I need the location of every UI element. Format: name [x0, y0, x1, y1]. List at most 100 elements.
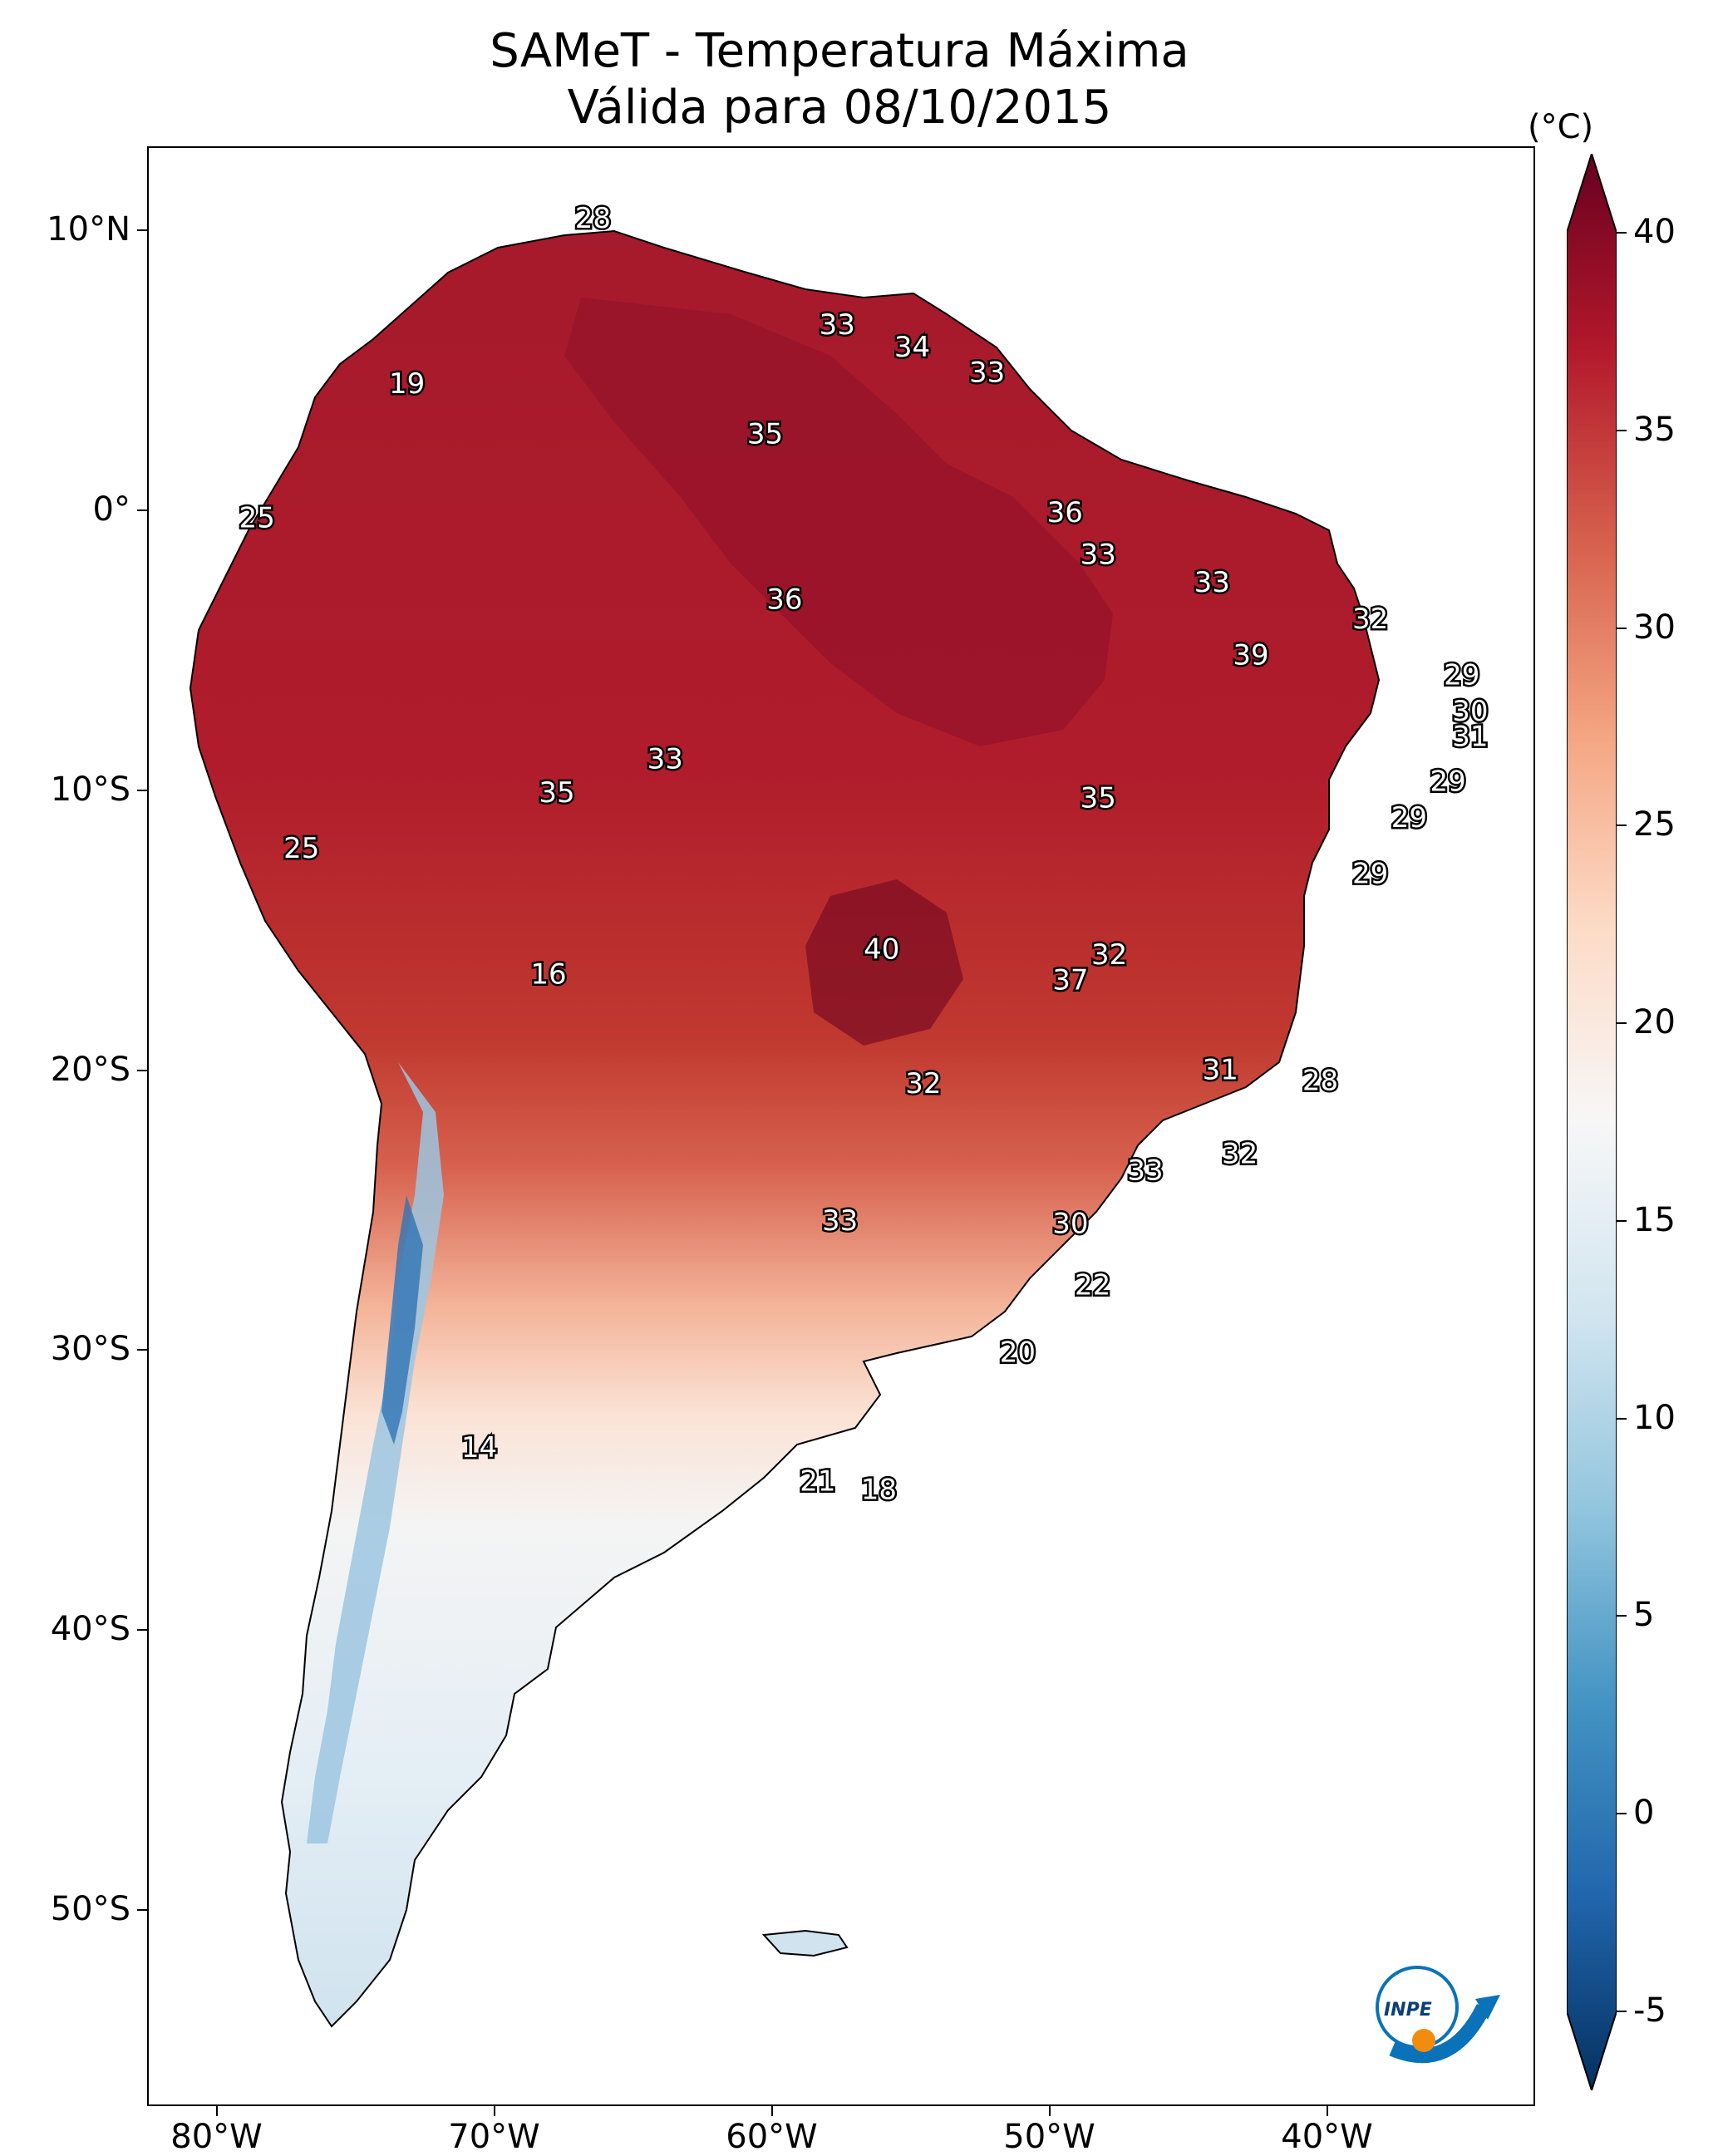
colorbar-tick-label: -5: [1633, 1991, 1666, 2030]
city-temperature-label: 18: [861, 1474, 897, 1507]
city-temperature-label: 29: [1444, 658, 1479, 692]
latitude-tick-mark: [137, 789, 147, 791]
city-temperature-label: 37: [1052, 963, 1088, 997]
city-temperature-label: 33: [822, 1204, 858, 1238]
title-line-2: Válida para 08/10/2015: [567, 81, 1112, 135]
colorbar-tick-label: 10: [1633, 1398, 1676, 1437]
colorbar-tick-label: 15: [1633, 1200, 1676, 1239]
city-temperature-label: 33: [820, 308, 855, 342]
city-temperature-label: 25: [239, 502, 275, 535]
latitude-tick-mark: [137, 1909, 147, 1912]
colorbar-tick-mark: [1617, 2011, 1627, 2012]
city-temperature-label: 21: [800, 1464, 835, 1498]
city-temperature-label: 35: [1081, 782, 1116, 815]
colorbar-tick-mark: [1617, 1219, 1627, 1222]
latitude-tick-label: 40°S: [50, 1610, 130, 1649]
longitude-tick-mark: [215, 2106, 218, 2116]
colorbar-tick-label: 35: [1633, 410, 1676, 449]
city-temperature-label: 33: [647, 742, 683, 775]
city-temperature-label: 28: [575, 202, 611, 235]
longitude-tick-label: 70°W: [448, 2118, 540, 2156]
logo-text: INPE: [1384, 2000, 1432, 2021]
latitude-tick-label: 20°S: [50, 1050, 130, 1089]
longitude-tick-label: 50°W: [1003, 2118, 1095, 2156]
colorbar-tick-label: 20: [1633, 1003, 1676, 1042]
colorbar-tick-mark: [1617, 429, 1627, 431]
city-temperature-label: 30: [1052, 1208, 1088, 1241]
city-temperature-label: 36: [1047, 496, 1083, 529]
colorbar-tick-label: 30: [1633, 608, 1676, 647]
city-temperature-label: 39: [1233, 639, 1268, 672]
colorbar: [1566, 150, 1617, 2094]
city-temperature-label: 14: [461, 1431, 497, 1464]
city-temperature-label: 33: [1081, 538, 1116, 571]
longitude-tick-label: 60°W: [726, 2118, 818, 2156]
falklands-islands: [761, 1929, 849, 1957]
inpe-logo: INPE: [1376, 1966, 1500, 2064]
colorbar-tick-mark: [1617, 232, 1627, 234]
colorbar-tick-label: 25: [1633, 805, 1676, 844]
city-temperature-label: 19: [389, 367, 425, 401]
colorbar-tick-mark: [1617, 1022, 1627, 1025]
colorbar-tick-label: 40: [1633, 213, 1676, 251]
latitude-tick-label: 50°S: [50, 1890, 130, 1929]
longitude-tick-label: 40°W: [1281, 2118, 1373, 2156]
latitude-tick-mark: [137, 509, 147, 511]
city-temperature-label: 33: [969, 356, 1005, 389]
city-temperature-label: 32: [1352, 603, 1388, 636]
city-temperature-label: 33: [1127, 1154, 1163, 1188]
latitude-tick-mark: [137, 1069, 147, 1071]
city-temperature-label: 30: [1452, 695, 1488, 728]
colorbar-tick-mark: [1617, 1417, 1627, 1420]
city-temperature-label: 33: [1194, 566, 1230, 599]
city-temperature-label: 31: [1203, 1053, 1238, 1086]
colorbar-tick-mark: [1617, 627, 1627, 629]
longitude-tick-mark: [493, 2106, 495, 2116]
city-temperature-label: 20: [1000, 1336, 1036, 1369]
city-temperature-label: 29: [1430, 765, 1465, 798]
map-frame: 28 33 34 33 19 35 36 25 33 33 36 32 39 29 30 31 33 29 35 35…: [147, 146, 1535, 2106]
city-temperature-label: 36: [766, 583, 802, 616]
colorbar-tick-label: 5: [1633, 1596, 1655, 1635]
city-temperature-label: 32: [1222, 1137, 1258, 1170]
longitude-tick-mark: [1326, 2106, 1328, 2116]
title-line-1: SAMeT - Temperatura Máxima: [490, 24, 1189, 78]
latitude-tick-label: 30°S: [50, 1330, 130, 1369]
longitude-tick-label: 80°W: [170, 2118, 263, 2156]
city-temperature-label: 32: [1091, 938, 1127, 972]
city-temperature-label: 29: [1352, 857, 1388, 890]
city-temperature-label: 31: [1452, 720, 1488, 753]
city-temperature-label: 29: [1391, 801, 1427, 834]
colorbar-bar: [1566, 150, 1617, 2094]
city-temperature-label: 16: [530, 958, 566, 992]
longitude-tick-mark: [1048, 2106, 1051, 2116]
city-temperature-label: 32: [905, 1067, 941, 1100]
north-warm-core: [564, 298, 1113, 746]
colorbar-tick-label: 0: [1633, 1794, 1655, 1833]
map-canvas: [189, 229, 1381, 2028]
city-temperature-label: 35: [747, 418, 783, 451]
city-temperature-label: 25: [283, 832, 319, 865]
city-temperature-label: 35: [539, 776, 574, 810]
colorbar-tick-mark: [1617, 824, 1627, 827]
latitude-tick-label: 10°N: [47, 210, 130, 249]
latitude-tick-label: 10°S: [50, 770, 130, 809]
city-temperature-label: 22: [1075, 1269, 1110, 1302]
city-temperature-label: 28: [1302, 1065, 1338, 1098]
latitude-tick-mark: [137, 229, 147, 232]
colorbar-tick-mark: [1617, 1813, 1627, 1815]
city-temperature-label: 40: [864, 933, 899, 966]
andes-core-cold: [382, 1195, 423, 1445]
longitude-tick-mark: [770, 2106, 773, 2116]
colorbar-gradient: [1566, 150, 1617, 2094]
latitude-tick-mark: [137, 1349, 147, 1351]
latitude-tick-mark: [137, 1629, 147, 1632]
latitude-tick-label: 0°: [92, 490, 130, 529]
colorbar-unit: (°C): [1528, 108, 1594, 146]
south-america-landmass: [189, 229, 1381, 2028]
central-hot-core: [805, 879, 963, 1046]
map-title: SAMeT - Temperatura Máxima Válida para 0…: [141, 23, 1538, 136]
city-temperature-label: 34: [894, 331, 930, 364]
colorbar-tick-mark: [1617, 1615, 1627, 1617]
